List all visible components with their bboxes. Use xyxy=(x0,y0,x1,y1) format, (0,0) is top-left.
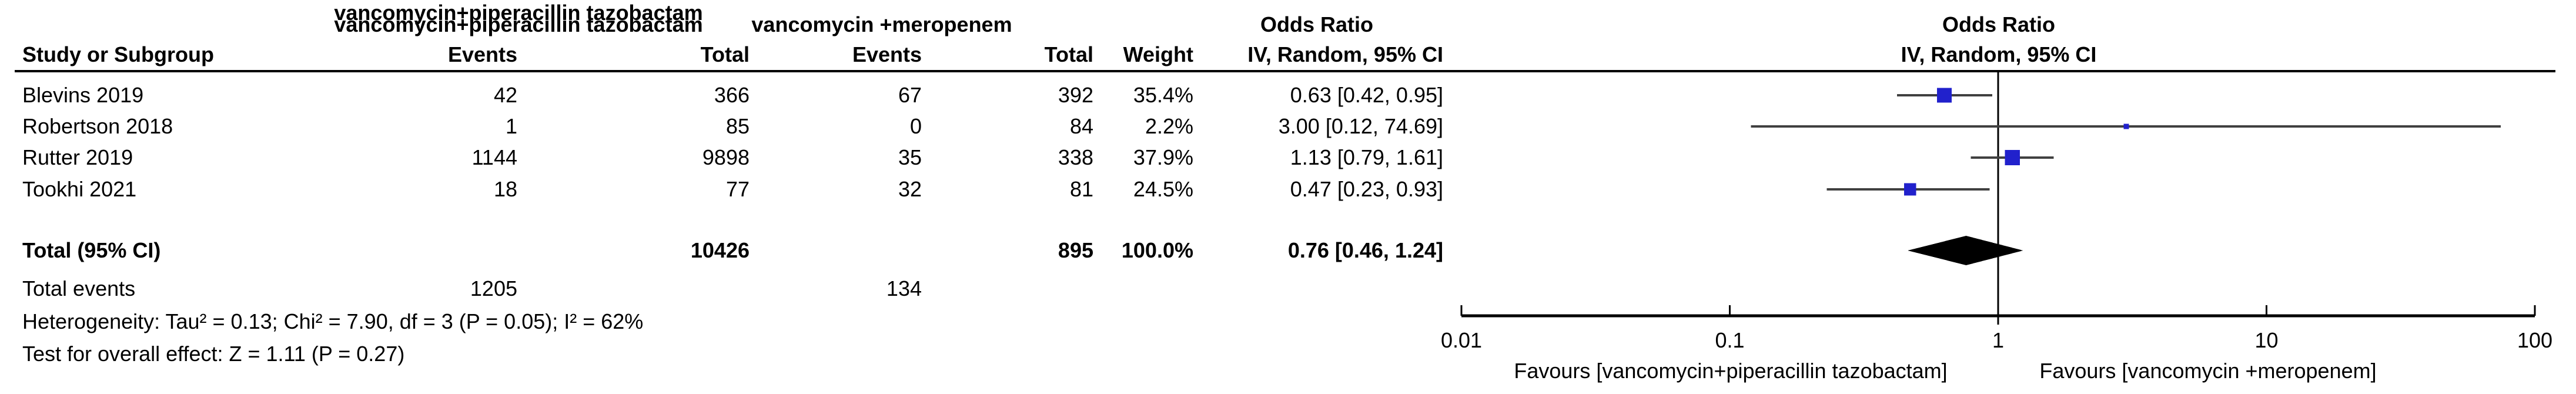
or-ci-text: 1.13 [0.79, 1.61] xyxy=(1290,145,1443,169)
mero-events: 35 xyxy=(898,145,922,169)
mero-events: 32 xyxy=(898,177,922,201)
mero-events-column-header: Events xyxy=(852,42,922,66)
effect-square xyxy=(2123,123,2129,129)
mero-total-column-header: Total xyxy=(1044,42,1093,66)
pt-events: 42 xyxy=(493,83,517,107)
study-name: Robertson 2018 xyxy=(22,114,173,138)
heterogeneity-text: Heterogeneity: Tau² = 0.13; Chi² = 7.90,… xyxy=(22,309,644,333)
or-ci-text: 0.63 [0.42, 0.95] xyxy=(1290,83,1443,107)
pt-total: 9898 xyxy=(702,145,750,169)
total-pt-total: 10426 xyxy=(690,238,750,262)
study-column-header: Study or Subgroup xyxy=(22,42,214,66)
axis-tick-label: 0.01 xyxy=(1440,328,1483,352)
weight: 24.5% xyxy=(1133,177,1193,201)
total-mero-total: 895 xyxy=(1058,238,1093,262)
axis-tick-label: 0.1 xyxy=(1715,328,1745,352)
weight: 2.2% xyxy=(1145,114,1193,138)
effect-square xyxy=(1903,183,1916,196)
mero-total: 84 xyxy=(1069,114,1093,138)
effect-square xyxy=(1936,88,1952,103)
favours-right-label: Favours [vancomycin +meropenem] xyxy=(2039,359,2377,383)
total-or-ci-text: 0.76 [0.46, 1.24] xyxy=(1287,238,1443,262)
pt-events: 1 xyxy=(505,114,517,138)
total-weight: 100.0% xyxy=(1121,238,1193,262)
ci-column-header-left: IV, Random, 95% CI xyxy=(1247,42,1443,66)
axis-tick-label: 10 xyxy=(2254,328,2279,352)
total-events-label: Total events xyxy=(22,276,136,300)
pt-events: 1144 xyxy=(471,145,517,169)
pt-events-column-header: Events xyxy=(447,42,517,66)
odds-ratio-header-left: Odds Ratio xyxy=(1260,12,1374,36)
pt-events: 18 xyxy=(493,177,517,201)
pt-total: 85 xyxy=(725,114,750,138)
weight: 37.9% xyxy=(1133,145,1193,169)
weight: 35.4% xyxy=(1133,83,1193,107)
mero-total: 81 xyxy=(1069,177,1093,201)
pt-total: 366 xyxy=(714,83,750,107)
or-ci-text: 3.00 [0.12, 74.69] xyxy=(1278,114,1443,138)
ci-column-header-right: IV, Random, 95% CI xyxy=(1901,42,2097,66)
mero-events: 0 xyxy=(909,114,922,138)
pt-total: 77 xyxy=(725,177,750,201)
weight-column-header: Weight xyxy=(1123,42,1193,66)
favours-left-label: Favours [vancomycin+piperacillin tazobac… xyxy=(1514,359,1948,383)
group1-header: vancomycin+piperacillin tazobactam xyxy=(334,1,703,25)
total-events-mero-value: 134 xyxy=(886,276,922,300)
group1-col-span: vancomycin+piperacillin tazobactam xyxy=(334,12,703,36)
mero-total: 392 xyxy=(1058,83,1093,107)
mero-events: 67 xyxy=(898,83,922,107)
study-name: Blevins 2019 xyxy=(22,83,144,107)
pooled-diamond xyxy=(1908,236,2023,265)
total-events-pt-value: 1205 xyxy=(470,276,517,300)
axis-tick-label: 1 xyxy=(1992,328,2005,352)
overall-effect-text: Test for overall effect: Z = 1.11 (P = 0… xyxy=(22,342,405,366)
pt-total-column-header: Total xyxy=(700,42,750,66)
study-name: Tookhi 2021 xyxy=(22,177,137,201)
mero-total: 338 xyxy=(1058,145,1093,169)
odds-ratio-header-right: Odds Ratio xyxy=(1942,12,2056,36)
group2-col-span: vancomycin +meropenem xyxy=(751,12,1012,36)
total-label: Total (95% CI) xyxy=(22,238,161,262)
or-ci-text: 0.47 [0.23, 0.93] xyxy=(1290,177,1443,201)
effect-square xyxy=(2005,150,2020,165)
axis-tick-label: 100 xyxy=(2517,328,2553,352)
study-name: Rutter 2019 xyxy=(22,145,133,169)
header-divider xyxy=(15,70,2555,72)
